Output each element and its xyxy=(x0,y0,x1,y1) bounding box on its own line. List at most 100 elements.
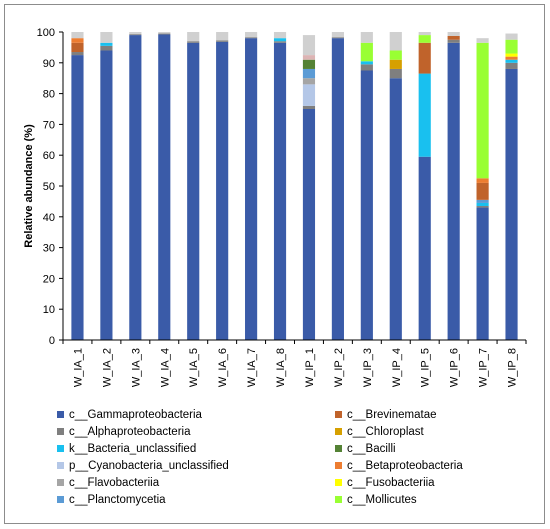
bar-segment xyxy=(302,105,316,109)
bar-segment xyxy=(476,207,489,340)
bar-segment xyxy=(273,42,287,340)
bar-segment xyxy=(476,199,489,203)
bar-segment xyxy=(71,38,84,43)
bar-segment xyxy=(360,64,373,71)
y-tick-label: 30 xyxy=(43,243,55,255)
legend-label: c__Fusobacteriia xyxy=(347,477,435,489)
bar-segment xyxy=(302,84,316,106)
x-ticks-group: W_IA_1 W_IA_2 W_IA_3 W_IA_4 W_IA_5 W_IA_6 W_IA… xyxy=(62,340,527,387)
bar-segment xyxy=(129,32,142,35)
bar-segment xyxy=(302,55,316,60)
legend-swatch xyxy=(57,411,64,418)
bar-segment xyxy=(389,78,402,340)
bar-segment xyxy=(505,53,518,57)
bar-segment xyxy=(331,37,344,39)
y-tick-label: 100 xyxy=(37,27,55,39)
bar-segment xyxy=(360,61,373,65)
x-tick-label: W_IA_5 xyxy=(188,348,200,387)
legend-swatch xyxy=(335,411,342,418)
bar-segment xyxy=(302,78,316,85)
legend-label: c__Chloroplast xyxy=(347,426,425,438)
legend-label: k__Bacteria_unclassified xyxy=(69,443,196,455)
x-tick-label: W_IP_8 xyxy=(507,348,519,387)
bar-segment xyxy=(389,59,402,69)
x-tick-label: W_IA_4 xyxy=(159,348,171,387)
legend-label: c__Alphaproteobacteria xyxy=(69,426,191,438)
bar-segment xyxy=(187,32,200,42)
legend-swatch xyxy=(335,496,342,503)
x-tick-label: W_IA_1 xyxy=(72,348,84,387)
legend-swatch xyxy=(57,445,64,452)
bar-segment xyxy=(129,35,142,341)
bar-segment xyxy=(476,42,489,179)
y-tick-label: 70 xyxy=(43,119,55,131)
bar-segment xyxy=(158,34,171,341)
bar-segment xyxy=(216,40,229,42)
bar-segment xyxy=(418,35,431,43)
bar-segment xyxy=(505,68,518,341)
bar-segment xyxy=(476,202,489,207)
legend-swatch xyxy=(335,428,342,435)
bar-segment xyxy=(187,41,200,43)
bar-segment xyxy=(273,38,287,42)
bar-segment xyxy=(187,42,200,340)
bar-segment xyxy=(216,32,229,41)
x-tick-label: W_IP_6 xyxy=(449,348,461,387)
legend-label: p__Cyanobacteria_unclassified xyxy=(69,460,229,472)
bar-segment xyxy=(302,109,316,340)
y-tick-label: 40 xyxy=(43,212,55,224)
bar-segment xyxy=(447,39,460,43)
x-tick-label: W_IP_4 xyxy=(391,348,403,387)
y-tick-label: 10 xyxy=(43,304,55,316)
bar-segment xyxy=(71,55,84,340)
bar-segment xyxy=(273,32,287,39)
bar-segment xyxy=(505,39,518,54)
x-tick-label: W_IP_7 xyxy=(478,348,490,387)
bar-segment xyxy=(505,33,518,40)
bar-segment xyxy=(360,32,373,43)
y-axis-label: Relative abundance (%) xyxy=(23,124,35,248)
legend-label: c__Brevinematae xyxy=(347,409,437,421)
bar-segment xyxy=(505,56,518,60)
bar-segment xyxy=(273,41,287,43)
bar-segment xyxy=(476,206,489,208)
legend-swatch xyxy=(335,462,342,469)
bar-segment xyxy=(100,32,113,43)
bar-segment xyxy=(100,50,113,340)
bar-segment xyxy=(505,62,518,69)
x-tick-label: W_IA_6 xyxy=(217,348,229,387)
bar-segment xyxy=(302,68,316,79)
x-tick-label: W_IA_3 xyxy=(130,348,142,387)
bar-segment xyxy=(71,42,84,53)
x-tick-label: W_IA_7 xyxy=(246,348,258,387)
bar-segment xyxy=(418,73,431,157)
x-tick-label: W_IA_2 xyxy=(101,348,113,387)
bar-segment xyxy=(418,42,431,74)
bar-segment xyxy=(100,42,113,46)
y-tick-label: 50 xyxy=(43,181,55,193)
legend-swatch xyxy=(57,428,64,435)
x-tick-label: W_IP_2 xyxy=(333,348,345,387)
bar-segment xyxy=(447,36,460,40)
bar-segment xyxy=(71,32,84,39)
bar-segment xyxy=(418,32,431,36)
x-tick-label: W_IP_3 xyxy=(362,348,374,387)
bar-segment xyxy=(418,156,431,340)
y-tick-label: 80 xyxy=(43,89,55,101)
bars-group xyxy=(71,32,518,341)
bar-segment xyxy=(389,68,402,79)
bar-segment xyxy=(158,33,171,35)
legend-swatch xyxy=(335,479,342,486)
bar-segment xyxy=(360,70,373,340)
bar-segment xyxy=(389,50,402,60)
bar-segment xyxy=(360,42,373,62)
bar-segment xyxy=(245,32,258,38)
legend-label: c__Bacilli xyxy=(347,443,396,455)
bar-segment xyxy=(331,38,344,340)
y-ticks-group: 0 10 20 30 40 50 60 70 80 90 100 xyxy=(37,27,63,347)
bar-segment xyxy=(476,182,489,200)
legend-label: c__Flavobacteriia xyxy=(69,477,160,489)
y-tick-label: 20 xyxy=(43,273,55,285)
legend-swatch xyxy=(57,479,64,486)
